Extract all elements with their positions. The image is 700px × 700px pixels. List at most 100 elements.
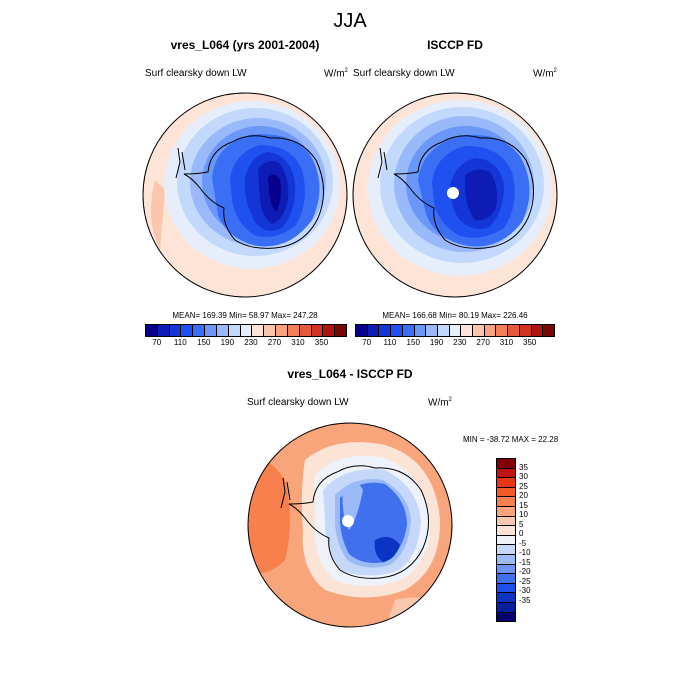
colorbar-swatch	[323, 325, 336, 336]
antarctica-coastline	[288, 465, 429, 579]
colorbar-tick-label: -10	[519, 548, 531, 558]
panel2-stats: MEAN= 166.68 Min= 80.19 Max= 226.46	[382, 311, 528, 320]
colorbar-tick-label: 270	[267, 338, 282, 347]
colorbar-swatch	[379, 325, 392, 336]
colorbar-tick-label: 20	[519, 491, 528, 501]
colorbar-tick-label: -35	[519, 595, 531, 605]
panel3-title: vres_L064 - ISCCP FD	[287, 367, 413, 381]
colorbar-swatch	[497, 602, 515, 613]
colorbar-tick-label: -5	[519, 538, 527, 548]
colorbar-swatch	[497, 574, 515, 584]
colorbar-swatch	[228, 325, 241, 336]
colorbar-tick-label: 30	[519, 472, 528, 482]
colorbar-swatch	[414, 325, 427, 336]
colorbar-tick-label: -25	[519, 576, 531, 586]
colorbar-tick-label: 110	[173, 338, 187, 347]
colorbar-swatch	[497, 535, 515, 546]
colorbar-swatch	[484, 325, 497, 336]
colorbar-swatch	[519, 325, 532, 336]
colorbar-tick-label: 350	[523, 338, 537, 347]
panel1-polar-map	[142, 92, 348, 298]
colorbar-swatch	[543, 325, 554, 336]
colorbar-tick-label: 150	[197, 338, 211, 347]
warm-region	[151, 180, 165, 250]
pole-missing-data	[342, 515, 354, 527]
colorbar-tick-label: 310	[291, 338, 305, 347]
panel3-variable-label: Surf clearsky down LW	[247, 397, 349, 408]
colorbar-swatch	[497, 554, 515, 565]
colorbar-swatch	[169, 325, 182, 336]
colorbar-tick-label: 10	[519, 510, 528, 520]
panel3-colorbar	[496, 458, 516, 622]
panel2-title: ISCCP FD	[427, 38, 483, 52]
antarctica-coastline	[393, 135, 534, 249]
season-title: JJA	[333, 10, 367, 32]
colorbar-tick-label: 5	[519, 519, 524, 529]
colorbar-tick-label: 70	[362, 338, 372, 347]
colorbar-swatch	[391, 325, 403, 336]
colorbar-swatch	[497, 497, 515, 507]
colorbar-swatch	[497, 468, 515, 479]
colorbar-swatch	[157, 325, 170, 336]
colorbar-swatch	[335, 325, 347, 336]
colorbar-tick-label: -30	[519, 586, 531, 596]
colorbar-swatch	[497, 564, 515, 575]
colorbar-tick-label: 230	[453, 338, 467, 347]
colorbar-swatch	[497, 526, 515, 536]
colorbar-tick-label: 270	[476, 338, 490, 347]
colorbar-tick-label: 15	[519, 500, 528, 510]
colorbar-swatch	[449, 325, 462, 336]
warm-anomaly-west	[248, 457, 290, 574]
colorbar-tick-label: 310	[499, 338, 514, 347]
colorbar-tick-label: 25	[519, 481, 528, 491]
colorbar-swatch	[299, 325, 312, 336]
anomaly-band-neg30	[374, 536, 400, 562]
panel1-units: W/m2	[324, 68, 348, 80]
colorbar-swatch	[252, 325, 265, 336]
colorbar-tick-label: 0	[519, 529, 524, 539]
panel3-units: W/m2	[428, 397, 452, 409]
colorbar-tick-label: 35	[519, 462, 528, 472]
panel1-stats: MEAN= 169.39 Min= 58.97 Max= 247.28	[172, 311, 318, 320]
colorbar-swatch	[276, 325, 288, 336]
anomaly-band-south	[385, 597, 452, 627]
colorbar-tick-label: 190	[429, 338, 444, 347]
colorbar-swatch	[216, 325, 229, 336]
panel2-polar-map	[352, 92, 558, 298]
colorbar-swatch	[497, 487, 515, 498]
colorbar-swatch	[402, 325, 415, 336]
pole-missing-data	[447, 187, 459, 199]
contour-band-80	[465, 169, 498, 221]
panel1-variable-label: Surf clearsky down LW	[145, 68, 247, 79]
colorbar-swatch	[205, 325, 217, 336]
south-america-coastline	[280, 477, 291, 509]
antarctica-coastline	[183, 135, 324, 249]
map-boundary	[352, 92, 558, 298]
colorbar-tick-label: 70	[152, 338, 162, 347]
south-america-coastline	[377, 147, 388, 179]
colorbar-tick-label: 150	[406, 338, 420, 347]
colorbar-swatch	[181, 325, 194, 336]
contour-band-min	[268, 174, 281, 212]
panel3-polar-map	[247, 422, 453, 628]
colorbar-tick-label: 190	[220, 338, 235, 347]
colorbar-swatch	[356, 325, 368, 336]
colorbar-swatch	[240, 325, 253, 336]
panel2-variable-label: Surf clearsky down LW	[353, 68, 455, 79]
colorbar-swatch	[497, 593, 515, 603]
map-boundary	[247, 422, 453, 628]
colorbar-swatch	[426, 325, 438, 336]
colorbar-swatch	[473, 325, 485, 336]
colorbar-tick-label: 110	[383, 338, 397, 347]
colorbar-swatch	[497, 545, 515, 555]
colorbar-swatch	[193, 325, 206, 336]
colorbar-swatch	[531, 325, 544, 336]
colorbar-swatch	[367, 325, 380, 336]
panel1-title: vres_L064 (yrs 2001-2004)	[170, 38, 320, 52]
colorbar-swatch	[311, 325, 324, 336]
colorbar-swatch	[264, 325, 277, 336]
colorbar-swatch	[461, 325, 474, 336]
panel2-units: W/m2	[533, 68, 557, 80]
colorbar-swatch	[497, 506, 515, 517]
